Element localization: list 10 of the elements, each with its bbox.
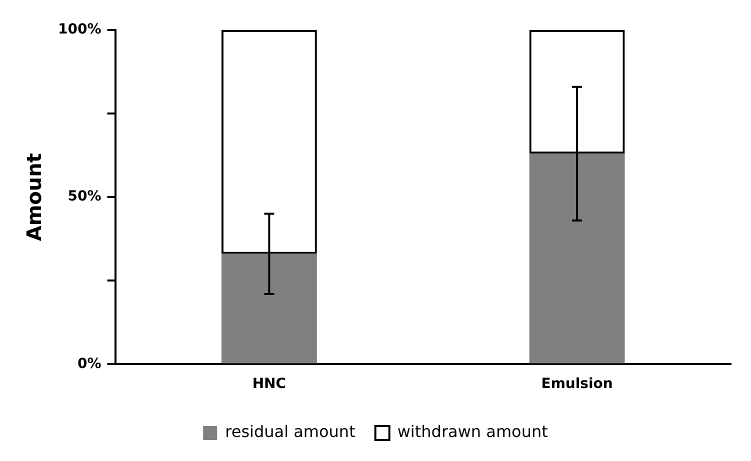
x-tick-label: HNC: [252, 376, 286, 392]
y-tick-label: 0%: [77, 356, 102, 372]
legend-label: residual amount: [225, 422, 356, 442]
bar: [221, 254, 317, 364]
y-tick-label: 100%: [58, 22, 102, 38]
y-tick-label: 50%: [68, 188, 102, 205]
legend-label: withdrawn amount: [397, 422, 548, 442]
bar: [529, 154, 625, 364]
x-tick-label: Emulsion: [541, 376, 613, 392]
y-axis-title: Amount: [22, 152, 46, 242]
